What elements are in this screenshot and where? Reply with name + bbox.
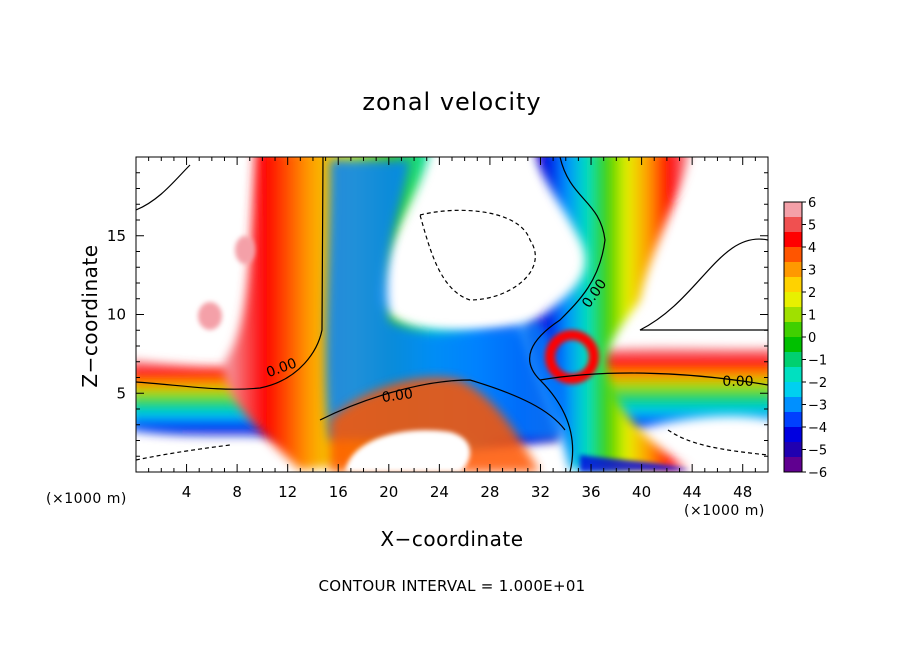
colorbar-tick-label: 0 xyxy=(808,331,816,346)
x-axis-ticks xyxy=(148,157,756,472)
x-tick-label: 40 xyxy=(632,483,651,501)
shear-layer-right xyxy=(600,347,768,440)
colorbar-tick-label: −6 xyxy=(808,466,827,481)
colorbar-tick-label: −3 xyxy=(808,399,827,414)
colorbar-swatch xyxy=(784,247,802,263)
x-unit-right: (×1000 m) xyxy=(684,503,765,519)
colorbar-tick-label: −4 xyxy=(808,421,827,436)
right-plume-band xyxy=(525,157,690,470)
colorbar-swatch xyxy=(784,202,802,218)
x-tick-label: 4 xyxy=(182,483,192,501)
colorbar-swatch xyxy=(784,262,802,278)
colorbar-swatch xyxy=(784,277,802,293)
y-axis-label: Z−coordinate xyxy=(78,244,102,388)
y-axis-tick-labels: 5 10 15 xyxy=(107,227,126,403)
y-tick-label: 15 xyxy=(107,227,126,245)
colorbar-swatch xyxy=(784,412,802,428)
central-blue xyxy=(325,160,564,440)
colorbar-tick-label: 2 xyxy=(808,286,816,301)
x-tick-label: 24 xyxy=(430,483,449,501)
x-axis-tick-labels: 4 8 12 16 20 24 28 32 36 40 44 48 xyxy=(182,483,752,501)
x-tick-label: 44 xyxy=(683,483,702,501)
contour-label: 0.00 xyxy=(722,374,753,390)
x-tick-label: 32 xyxy=(531,483,550,501)
velocity-field: 0.000.000.000.00 xyxy=(136,157,768,472)
x-tick-label: 8 xyxy=(232,483,242,501)
pink-blob-a xyxy=(198,302,222,330)
colorbar-tick-label: −2 xyxy=(808,376,827,391)
colorbar-swatch xyxy=(784,427,802,443)
x-tick-label: 20 xyxy=(379,483,398,501)
contour-interval-note: CONTOUR INTERVAL = 1.000E+01 xyxy=(318,577,586,595)
colorbar: 6 5 4 3 2 1 0 −1 −2 −3 −4 −5 −6 xyxy=(783,196,827,481)
y-axis-ticks xyxy=(136,172,768,457)
colorbar-swatch xyxy=(784,292,802,308)
x-tick-label: 36 xyxy=(581,483,600,501)
x-tick-label: 48 xyxy=(733,483,752,501)
colorbar-swatch xyxy=(784,232,802,248)
y-tick-label: 10 xyxy=(107,306,126,324)
colorbar-swatch xyxy=(784,382,802,398)
colorbar-tick-label: 1 xyxy=(808,309,816,324)
colorbar-swatch xyxy=(784,442,802,458)
contour-lines xyxy=(136,157,768,472)
bottom-strip xyxy=(580,455,690,472)
colorbar-swatch xyxy=(784,457,802,473)
colorbar-tick-label: −5 xyxy=(808,444,827,459)
lower-white-pocket xyxy=(345,430,470,472)
colorbar-tick-label: 3 xyxy=(808,264,816,279)
colorbar-swatch xyxy=(784,307,802,323)
colorbar-swatch xyxy=(784,337,802,353)
x-tick-label: 16 xyxy=(329,483,348,501)
x-unit-left: (×1000 m) xyxy=(46,491,127,507)
colorbar-swatch xyxy=(784,352,802,368)
colorbar-tick-label: −1 xyxy=(808,354,827,369)
colorbar-tick-label: 4 xyxy=(808,241,816,256)
ring-eddy xyxy=(545,330,599,384)
colorbar-swatch xyxy=(784,322,802,338)
x-tick-label: 12 xyxy=(278,483,297,501)
y-tick-label: 5 xyxy=(116,384,126,402)
colorbar-swatch xyxy=(784,217,802,233)
colorbar-swatch xyxy=(784,397,802,413)
x-tick-label: 28 xyxy=(480,483,499,501)
pink-blob-b xyxy=(235,236,255,264)
chart-title: zonal velocity xyxy=(362,88,542,116)
x-axis-label: X−coordinate xyxy=(380,527,524,551)
colorbar-swatch xyxy=(784,367,802,383)
contour-label: 0.00 xyxy=(381,386,414,406)
colorbar-tick-label: 6 xyxy=(808,196,816,211)
colorbar-tick-label: 5 xyxy=(808,219,816,234)
